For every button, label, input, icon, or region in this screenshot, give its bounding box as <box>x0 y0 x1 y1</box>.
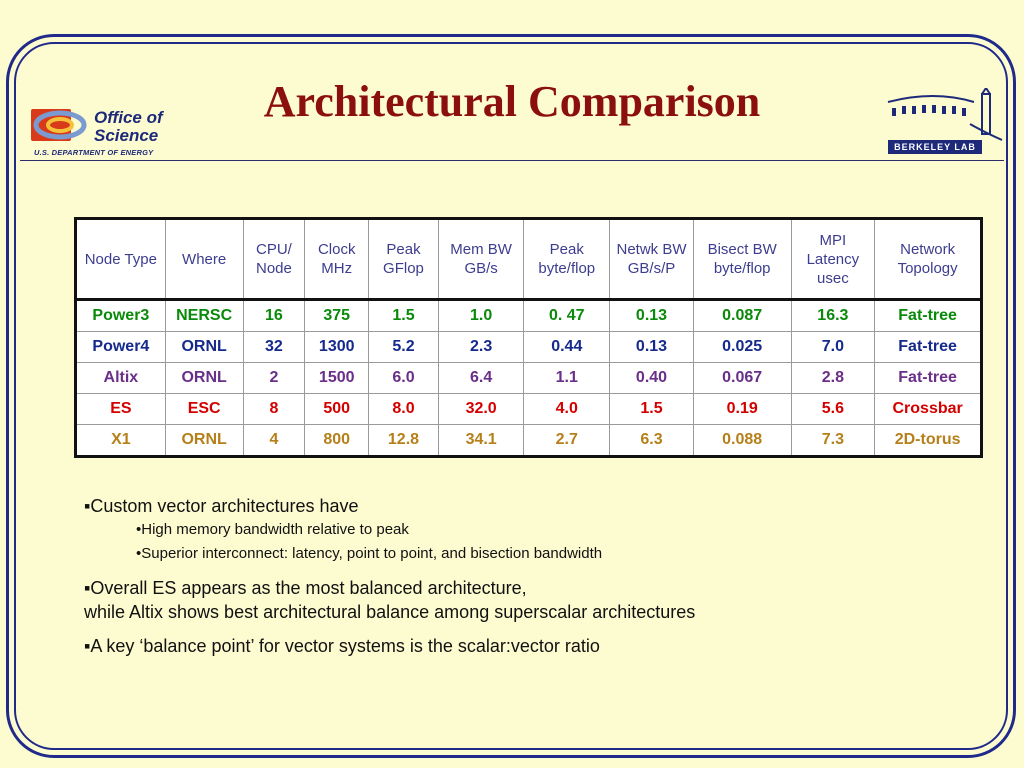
table-cell: 2.8 <box>790 362 876 394</box>
table-cell: 0.44 <box>523 331 611 363</box>
table-cell: 0.13 <box>609 299 694 332</box>
table-cell: ORNL <box>164 362 244 394</box>
table-cell: 34.1 <box>437 424 525 457</box>
table-cell: 1.5 <box>609 393 694 425</box>
table-cell: 800 <box>304 424 370 457</box>
slide-border-outer <box>6 34 1016 758</box>
table-cell: Fat-tree <box>874 331 982 363</box>
table-cell: 5.2 <box>368 331 439 363</box>
column-header: Bisect BW byte/flop <box>692 218 792 301</box>
table-cell: 0.19 <box>692 393 792 425</box>
berkeley-lab-logo: BERKELEY LAB <box>884 88 1008 160</box>
table-cell: 1.1 <box>523 362 611 394</box>
lab-building-icon <box>887 88 1003 141</box>
table-cell: 0.40 <box>609 362 694 394</box>
table-cell: ORNL <box>164 424 244 457</box>
bullet-overall-es-cont: while Altix shows best architectural bal… <box>84 602 696 622</box>
table-cell: 500 <box>304 393 370 425</box>
table-cell: ES <box>75 393 166 425</box>
table-cell: 1.5 <box>368 299 439 332</box>
table-row: Altix ORNL 2 1500 6.0 6.4 1.1 0.40 0.067 2.8 Fat-t… <box>75 362 982 394</box>
table-cell: 2 <box>242 362 306 394</box>
bullet-balance-point: ▪A key ‘balance point’ for vector system… <box>84 636 600 656</box>
table-cell: Fat-tree <box>874 299 982 332</box>
table-cell: 16.3 <box>790 299 876 332</box>
table-cell: 7.0 <box>790 331 876 363</box>
table-cell: 12.8 <box>368 424 439 457</box>
table-cell: 0.088 <box>692 424 792 457</box>
table-cell: 375 <box>304 299 370 332</box>
bullet-overall-es: ▪Overall ES appears as the most balanced… <box>84 578 527 598</box>
table-cell: 2D-torus <box>874 424 982 457</box>
table-cell: 5.6 <box>790 393 876 425</box>
table-cell: Power3 <box>75 299 166 332</box>
sub-bullet-memory-bandwidth: •High memory bandwidth relative to peak <box>136 521 409 538</box>
architecture-comparison-table: Node Type Where CPU/ Node Clock MHz Peak GFl… <box>74 217 983 458</box>
table-cell: 1300 <box>304 331 370 363</box>
table-cell: Power4 <box>75 331 166 363</box>
table-cell: 4.0 <box>523 393 611 425</box>
title-divider <box>20 160 1004 161</box>
table-cell: 2.3 <box>437 331 525 363</box>
column-header: CPU/ Node <box>242 218 306 301</box>
table-cell: Altix <box>75 362 166 394</box>
table-header-row: Node Type Where CPU/ Node Clock MHz Peak GFl… <box>75 218 982 301</box>
bullet-custom-vector: ▪Custom vector architectures have <box>84 496 359 516</box>
office-of-science-logo: Office of Science U.S. DEPARTMENT OF ENE… <box>28 104 188 160</box>
column-header: Where <box>164 218 244 301</box>
table-cell: 1.0 <box>437 299 525 332</box>
doe-swirl-icon <box>31 109 87 141</box>
table-cell: 2.7 <box>523 424 611 457</box>
table-cell: 0.087 <box>692 299 792 332</box>
table-cell: 32 <box>242 331 306 363</box>
column-header: Node Type <box>75 218 166 301</box>
table-cell: 8.0 <box>368 393 439 425</box>
column-header: Peak byte/flop <box>523 218 611 301</box>
logo-science-text: Science <box>94 126 159 145</box>
table-cell: 6.0 <box>368 362 439 394</box>
table-row: ES ESC 8 500 8.0 32.0 4.0 1.5 0.19 5.6 Crossbar <box>75 393 982 425</box>
table-cell: X1 <box>75 424 166 457</box>
table-row: Power4 ORNL 32 1300 5.2 2.3 0.44 0.13 0.025 7.0 Fa… <box>75 331 982 363</box>
table-cell: ORNL <box>164 331 244 363</box>
logo-doe-text: U.S. DEPARTMENT OF ENERGY <box>34 148 154 157</box>
berkeley-lab-label: BERKELEY LAB <box>888 140 982 154</box>
slide-border-inner <box>14 42 1008 750</box>
table-cell: 0. 47 <box>523 299 611 332</box>
column-header: Mem BW GB/s <box>437 218 525 301</box>
table-cell: 1500 <box>304 362 370 394</box>
table-cell: 7.3 <box>790 424 876 457</box>
table-cell: 6.3 <box>609 424 694 457</box>
table-row: Power3 NERSC 16 375 1.5 1.0 0. 47 0.13 0.087 16.3… <box>75 299 982 332</box>
column-header: Clock MHz <box>304 218 370 301</box>
table-cell: Crossbar <box>874 393 982 425</box>
column-header: MPI Latency usec <box>790 218 876 301</box>
logo-office-text: Office of <box>94 108 163 127</box>
table-row: X1 ORNL 4 800 12.8 34.1 2.7 6.3 0.088 7.3 2D-torus <box>75 424 982 457</box>
table-cell: 0.067 <box>692 362 792 394</box>
sub-bullet-interconnect: •Superior interconnect: latency, point t… <box>136 545 603 562</box>
table-cell: 0.025 <box>692 331 792 363</box>
column-header: Netwk BW GB/s/P <box>609 218 694 301</box>
table-cell: 6.4 <box>437 362 525 394</box>
table-cell: ESC <box>164 393 244 425</box>
column-header: Peak GFlop <box>368 218 439 301</box>
table-cell: 16 <box>242 299 306 332</box>
table-cell: 32.0 <box>437 393 525 425</box>
column-header: Network Topology <box>874 218 982 301</box>
table-cell: 0.13 <box>609 331 694 363</box>
table-cell: 4 <box>242 424 306 457</box>
table-cell: Fat-tree <box>874 362 982 394</box>
table-cell: 8 <box>242 393 306 425</box>
bullet-list: ▪Custom vector architectures have •High … <box>84 494 984 658</box>
table-cell: NERSC <box>164 299 244 332</box>
slide-title: Architectural Comparison <box>263 77 761 126</box>
